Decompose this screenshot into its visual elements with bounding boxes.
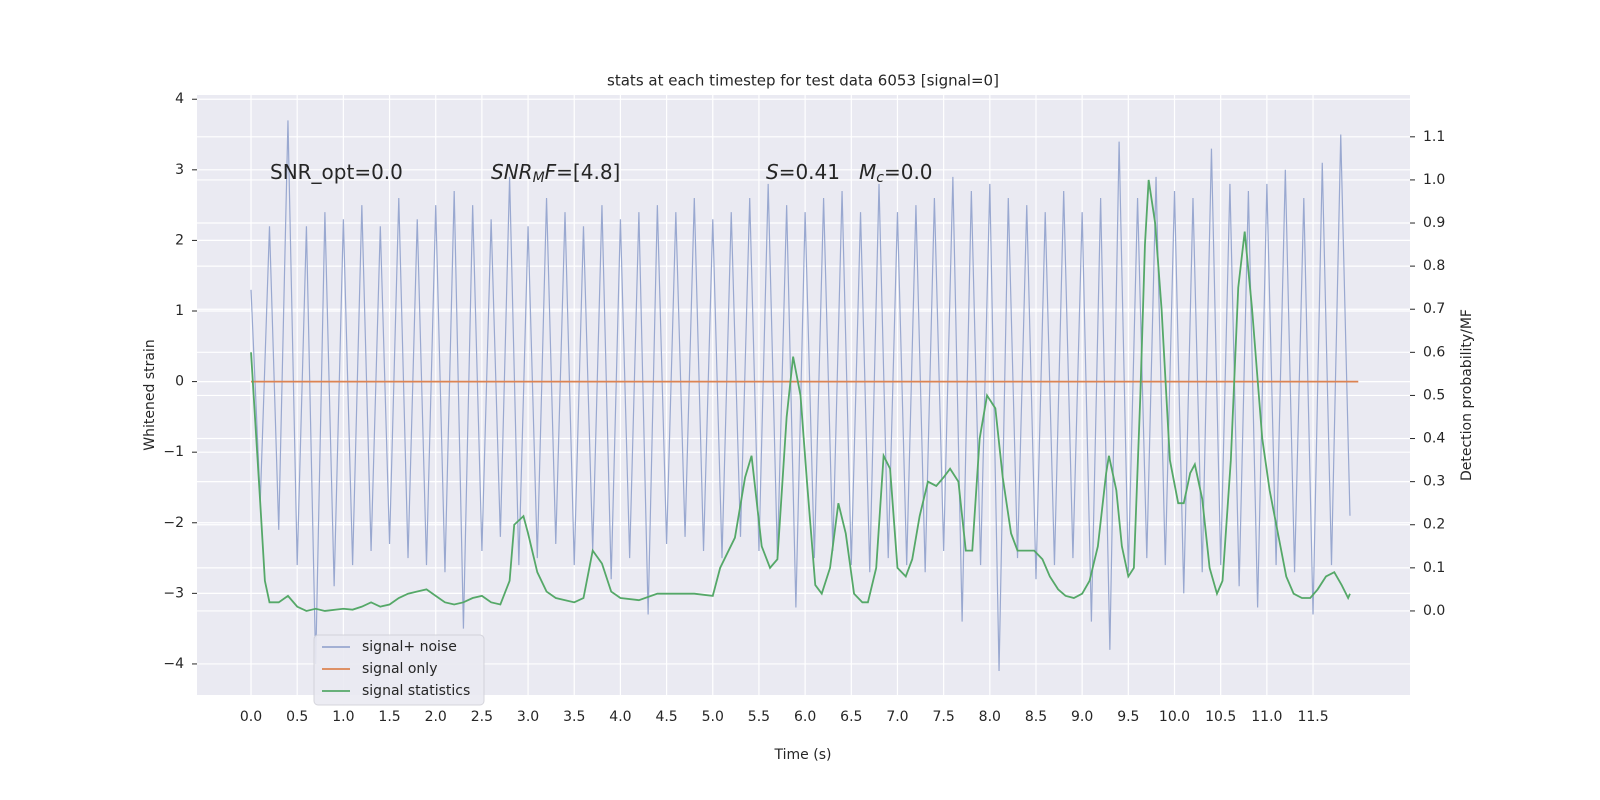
y-tick-label: −3 — [163, 585, 184, 601]
x-tick-label: 8.0 — [979, 709, 1001, 725]
annotation-part: S — [766, 160, 779, 184]
y2-tick-label: 0.7 — [1423, 301, 1445, 317]
y2-axis-label: Detection probability/MF — [1459, 309, 1475, 481]
x-tick-label: 7.0 — [886, 709, 908, 725]
y-tick-label: 2 — [175, 232, 184, 248]
y2-tick-label: 0.0 — [1423, 603, 1445, 619]
y2-tick-label: 1.0 — [1423, 172, 1445, 188]
x-tick-label: 3.5 — [563, 709, 585, 725]
x-tick-label: 10.5 — [1205, 709, 1236, 725]
legend-box — [313, 634, 485, 706]
x-tick-label: 10.0 — [1159, 709, 1190, 725]
series-line — [250, 179, 1351, 612]
x-tick-label: 0.0 — [240, 709, 262, 725]
y2-tick-label: 0.9 — [1423, 215, 1445, 231]
x-tick-label: 2.0 — [425, 709, 447, 725]
annotation: Mc=0.0 — [859, 160, 933, 187]
x-tick-label: 5.0 — [702, 709, 724, 725]
annotation-part: =0.0 — [884, 160, 933, 184]
x-tick-label: 6.0 — [794, 709, 816, 725]
annotation-part: SNR_opt=0.0 — [270, 160, 403, 184]
y2-tick-label: 0.1 — [1423, 560, 1445, 576]
annotation-part: M — [533, 170, 545, 186]
marks — [250, 120, 1359, 672]
annotation-part: M — [859, 160, 876, 184]
annotation: S=0.41 — [766, 160, 840, 184]
annotation: SNRMF=[4.8] — [491, 160, 620, 187]
y-tick-label: 3 — [175, 162, 184, 178]
annotation-part: =[4.8] — [556, 160, 620, 184]
x-tick-label: 1.0 — [332, 709, 354, 725]
x-axis-label: Time (s) — [774, 747, 832, 763]
x-tick-label: 11.0 — [1251, 709, 1282, 725]
x-tick-label: 7.5 — [933, 709, 955, 725]
y2-tick-label: 0.3 — [1423, 474, 1445, 490]
x-tick-label: 6.5 — [840, 709, 862, 725]
y2-tick-label: 0.2 — [1423, 517, 1445, 533]
y2-tick-label: 1.1 — [1423, 129, 1445, 145]
x-tick-label: 9.0 — [1071, 709, 1093, 725]
x-tick-label: 8.5 — [1025, 709, 1047, 725]
y-tick-label: 0 — [175, 374, 184, 390]
series-line — [250, 120, 1351, 672]
y2-tick-label: 0.5 — [1423, 387, 1445, 403]
legend-label: signal+ noise — [362, 639, 457, 655]
x-tick-label: 4.5 — [655, 709, 677, 725]
x-tick-label: 11.5 — [1297, 709, 1328, 725]
x-tick-label: 2.5 — [471, 709, 493, 725]
y-tick-label: −2 — [163, 515, 184, 531]
y-tick-label: −4 — [163, 656, 184, 672]
annotation-part: SNR — [491, 160, 533, 184]
x-tick-label: 3.0 — [517, 709, 539, 725]
x-tick-label: 9.5 — [1117, 709, 1139, 725]
y-axis-label: Whitened strain — [142, 339, 158, 450]
chart-title: stats at each timestep for test data 605… — [607, 72, 999, 90]
x-tick-label: 1.5 — [378, 709, 400, 725]
legend: signal+ noise signal only signal statistic… — [313, 634, 485, 706]
y-tick-label: −1 — [163, 444, 184, 460]
legend-label: signal only — [362, 661, 437, 677]
y2-tick-label: 0.4 — [1423, 431, 1445, 447]
x-tick-label: 4.0 — [609, 709, 631, 725]
y-tick-label: 4 — [175, 91, 184, 107]
annotation-part: =0.41 — [779, 160, 840, 184]
x-tick-label: 5.5 — [748, 709, 770, 725]
annotation-part: c — [876, 170, 884, 186]
annotation-part: F — [545, 160, 557, 184]
annotation: SNR_opt=0.0 — [270, 160, 403, 184]
y-tick-label: 1 — [175, 303, 184, 319]
legend-label: signal statistics — [362, 683, 470, 699]
y2-tick-label: 0.6 — [1423, 344, 1445, 360]
y2-tick-label: 0.8 — [1423, 258, 1445, 274]
x-tick-label: 0.5 — [286, 709, 308, 725]
